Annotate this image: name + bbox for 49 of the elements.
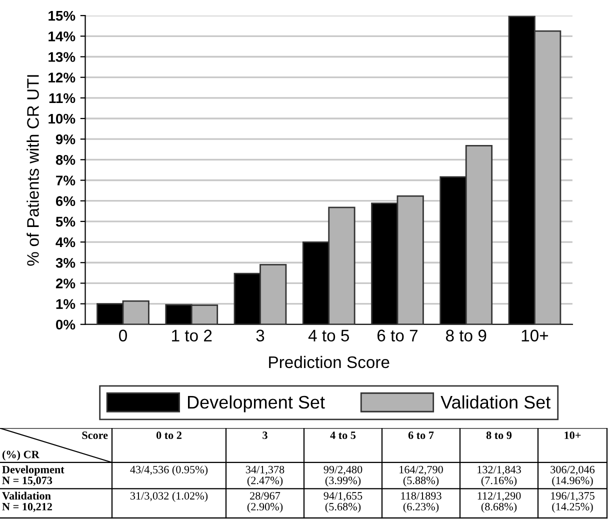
y-tick-label: 1% <box>56 299 76 309</box>
y-tick-label: 14% <box>48 32 76 42</box>
y-tick-label: 8% <box>56 155 76 165</box>
y-tick-label: 5% <box>56 216 76 227</box>
x-tick-label: 6 to 7 <box>377 330 418 342</box>
text: Score <box>82 432 108 440</box>
y-tick-label: 12% <box>48 72 76 82</box>
text: 112/1,290 (8.68%) <box>478 492 521 513</box>
y-tick-label: 13% <box>48 52 76 62</box>
y-tick-label: 0% <box>56 320 76 330</box>
text: 99/2,480 (3.99%) <box>324 466 362 486</box>
x-tick-label: 1 to 2 <box>172 330 212 342</box>
x-tick-label: 4 to 5 <box>308 330 350 342</box>
y-tick-label: 2% <box>56 278 76 288</box>
x-tick-label: 8 to 9 <box>446 330 486 342</box>
text: 94/1,655 (5.68%) <box>324 492 362 513</box>
text: 4 to 5 <box>330 432 356 440</box>
text: 31/3,032 (1.02%) <box>130 492 208 502</box>
text: 8 to 9 <box>486 432 512 440</box>
text: (%) CR <box>2 450 40 460</box>
y-tick-label: 3% <box>56 258 76 268</box>
text: 10+ <box>564 432 581 440</box>
y-tick-label: 7% <box>56 176 76 186</box>
text: Development N = 15,073 <box>2 466 64 486</box>
text: 0 to 2 <box>156 432 182 440</box>
text: 196/1,375 (14.25%) <box>551 492 594 513</box>
x-tick-label: 0 <box>119 330 127 342</box>
text: Validation N = 10,212 <box>2 492 52 512</box>
y-tick-label: 6% <box>56 196 76 206</box>
text: 3 <box>262 432 268 440</box>
text: 118/1893 (6.23%) <box>401 492 442 513</box>
x-tick-label: 10+ <box>522 330 548 342</box>
y-tick-label: 15% <box>48 10 76 21</box>
text: 6 to 7 <box>408 432 434 440</box>
text: 28/967 (2.90%) <box>247 492 283 513</box>
y-axis-title: % of Patients with CR UTI <box>26 75 39 266</box>
y-tick-label: 11% <box>49 93 76 104</box>
legend-label: Validation Set <box>440 395 551 409</box>
x-axis-title: Prediction Score <box>269 356 390 368</box>
legend-label: Development Set <box>188 395 325 412</box>
y-tick-label: 9% <box>56 134 76 144</box>
x-tick-label: 3 <box>256 330 264 342</box>
y-tick-label: 4% <box>56 237 76 248</box>
text: 306/2,046 (14.96%) <box>550 466 595 486</box>
text: 132/1,843 (7.16%) <box>478 466 521 486</box>
text: 43/4,536 (0.95%) <box>130 466 208 476</box>
text: 34/1,378 (2.47%) <box>246 466 284 486</box>
y-tick-label: 10% <box>48 114 76 124</box>
text: 164/2,790 (5.88%) <box>400 466 443 486</box>
